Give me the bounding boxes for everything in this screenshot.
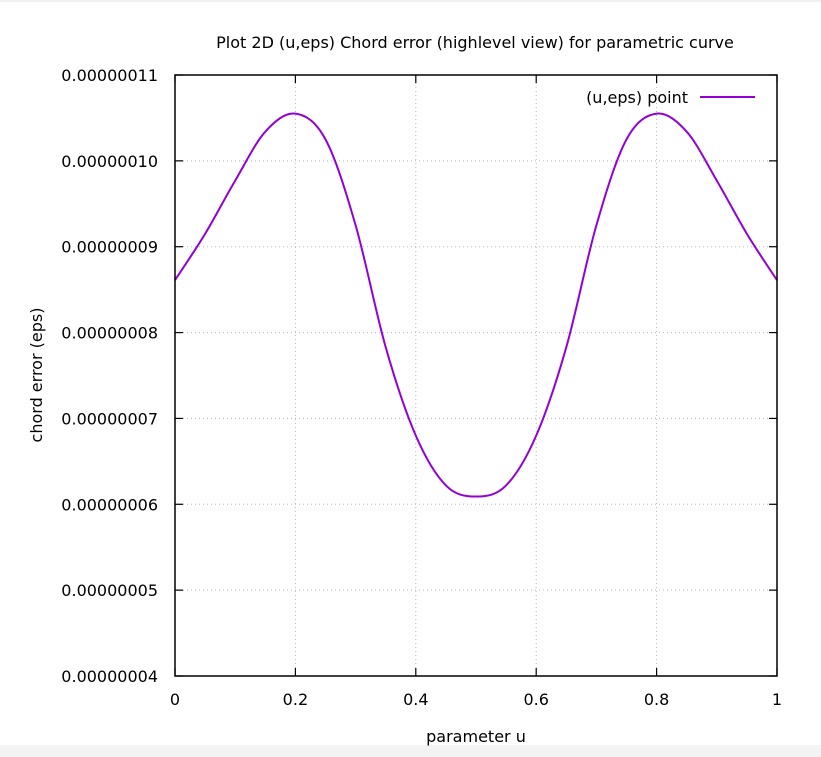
bottom-strip: [0, 745, 821, 757]
y-tick-label: 0.00000006: [61, 495, 158, 514]
legend: (u,eps) point: [586, 88, 755, 107]
chart-title: Plot 2D (u,eps) Chord error (highlevel v…: [216, 33, 734, 52]
y-tick-label: 0.00000007: [61, 409, 158, 428]
y-tick-label: 0.00000004: [61, 667, 158, 686]
legend-label: (u,eps) point: [586, 88, 688, 107]
series-lines: [174, 112, 778, 498]
series-line-0: [174, 112, 778, 498]
x-tick-label: 0.2: [283, 690, 308, 709]
x-tick-label: 0: [170, 690, 180, 709]
y-tick-labels: 0.00000004 0.00000005 0.00000006 0.00000007…: [61, 66, 158, 686]
x-axis-label: parameter u: [426, 727, 526, 746]
y-tick-label: 0.00000009: [61, 238, 158, 257]
y-tick-label: 0.00000011: [61, 66, 158, 85]
x-tick-label: 0.4: [403, 690, 428, 709]
y-tick-label: 0.00000008: [61, 324, 158, 343]
y-tick-label: 0.00000005: [61, 581, 158, 600]
y-axis-label: chord error (eps): [27, 308, 46, 443]
x-tick-labels: 0 0.2 0.4 0.6 0.8 1: [170, 690, 782, 709]
plot-frame: [174, 74, 778, 677]
y-tick-label: 0.00000010: [61, 152, 158, 171]
x-tick-label: 0.6: [523, 690, 548, 709]
x-tick-label: 0.8: [644, 690, 669, 709]
grid-lines: [175, 75, 777, 676]
x-tick-label: 1: [772, 690, 782, 709]
